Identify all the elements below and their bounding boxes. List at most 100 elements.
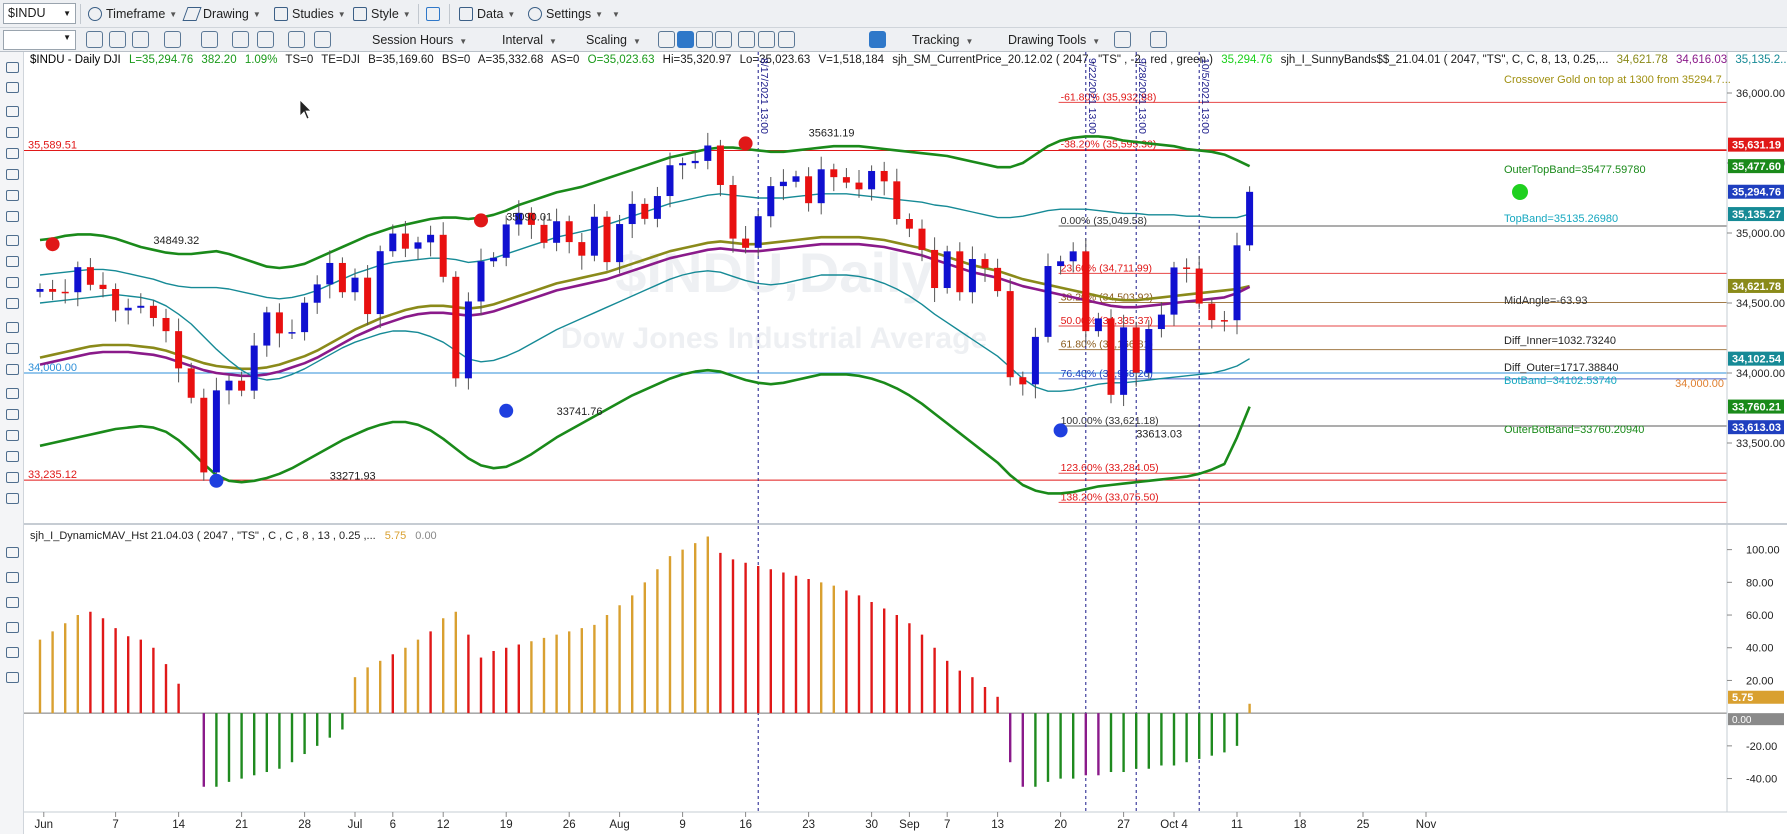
zoom-in-icon[interactable] [738, 31, 755, 48]
line-chart-icon[interactable] [696, 31, 713, 48]
style-icon [353, 7, 367, 21]
table-icon[interactable] [132, 31, 149, 48]
snap-icon[interactable] [6, 597, 19, 608]
timeframe-label: Timeframe [106, 7, 166, 21]
ellipse-icon[interactable] [6, 451, 19, 462]
wrench-icon[interactable] [6, 106, 19, 117]
time-lines[interactable]: 8/17/2021 13:00 9/22/2021 13:00 9/28/2021 … [757, 52, 1211, 812]
layout-button[interactable] [426, 4, 444, 24]
horizontal-lines-icon[interactable] [6, 298, 19, 309]
drawing-tools-menu[interactable]: Drawing Tools ▼ [1008, 31, 1100, 49]
candle-body [452, 276, 460, 379]
channel-icon[interactable] [6, 148, 19, 159]
candle-body [61, 291, 69, 294]
ray-icon[interactable] [6, 169, 19, 180]
clock-icon[interactable] [201, 31, 218, 48]
candle-body [275, 312, 283, 334]
swing-price-label: 33271.93 [330, 470, 376, 482]
settings-icon[interactable] [314, 31, 331, 48]
zoom-out-icon[interactable] [758, 31, 775, 48]
vertical-lines-icon[interactable] [6, 235, 19, 246]
text-label-icon[interactable] [6, 672, 19, 683]
settings-menu[interactable]: Settings ▼ [528, 4, 603, 24]
delete-drawing-icon[interactable] [6, 572, 19, 583]
rectangle-icon[interactable] [6, 472, 19, 483]
signal-dot-blue [1053, 423, 1068, 438]
symbol-input[interactable]: $INDU ▼ [3, 3, 76, 24]
grid-tool-icon[interactable] [6, 277, 19, 288]
toolbar-divider [418, 4, 419, 24]
candle-body [1006, 291, 1014, 378]
time-line-label: 8/17/2021 13:00 [758, 58, 770, 134]
fit-icon[interactable] [778, 31, 795, 48]
studies-menu[interactable]: Studies ▼ [274, 4, 346, 24]
spiral-icon[interactable] [6, 343, 19, 354]
arc-icon[interactable] [6, 388, 19, 399]
net-change: 382.20 [201, 54, 237, 66]
arrow-up-icon[interactable] [6, 430, 19, 441]
swing-price-label: 33741.76 [557, 406, 603, 418]
area-chart-icon[interactable] [715, 31, 732, 48]
trendline-icon[interactable] [1114, 31, 1131, 48]
date-axis[interactable]: Jun 7 14 21 28 Jul 6 12 19 26 Aug 9 16 23 30 Sep 7 13 20 27… [35, 812, 1437, 831]
bar-chart-icon[interactable] [658, 31, 675, 48]
bid-value: B=35,169.60 [368, 54, 434, 66]
speed-lines-icon[interactable] [6, 364, 19, 375]
scaling-menu[interactable]: Scaling ▼ [586, 31, 641, 49]
date-tick-label: 26 [563, 819, 576, 831]
fib-level-label: 76.40% (33,958.26) [1061, 368, 1153, 380]
style-menu[interactable]: Style ▼ [353, 4, 411, 24]
date-tick-label: 25 [1357, 819, 1370, 831]
top-band-label: TopBand=35135.26980 [1504, 213, 1618, 225]
price-axis[interactable]: 36,000.0035,500.0035,000.0034,500.0034,0… [1727, 88, 1785, 450]
price-tag [1728, 159, 1784, 174]
properties-icon[interactable] [288, 31, 305, 48]
candle-body [527, 212, 535, 225]
candlestick-icon[interactable] [677, 31, 694, 48]
date-tick-label: 6 [390, 819, 396, 831]
toolbar-extra-icon[interactable] [1150, 31, 1167, 48]
new-chart-icon[interactable] [86, 31, 103, 48]
clock-icon [88, 7, 102, 21]
cursor-icon[interactable] [6, 62, 19, 73]
sub-tick-label: 60.00 [1746, 610, 1774, 622]
drawing-menu[interactable]: Drawing ▼ [182, 4, 261, 24]
brush-icon[interactable] [6, 622, 19, 633]
eraser-icon[interactable] [6, 547, 19, 558]
timeframe-menu[interactable]: Timeframe ▼ [88, 4, 177, 24]
interval-menu[interactable]: Interval ▼ [502, 31, 557, 49]
session-hours-menu[interactable]: Session Hours ▼ [372, 31, 467, 49]
toolbar-overflow-button[interactable]: ▼ [608, 4, 620, 24]
pointer-icon[interactable] [6, 647, 19, 658]
outer-bot-band-line [39, 368, 1251, 495]
crosshair-icon[interactable] [6, 82, 19, 93]
subpanel-value-2: 0.00 [415, 530, 437, 542]
horizontal-level-label: 33,235.12 [28, 469, 77, 481]
candle-body [212, 390, 220, 473]
chevron-down-icon: ▼ [63, 33, 71, 42]
interval-label: Interval [502, 33, 543, 47]
te-value: TE=DJI [321, 54, 360, 66]
refresh-icon[interactable] [109, 31, 126, 48]
chart-selector-dropdown[interactable]: ▼ [3, 30, 76, 50]
price-chart[interactable]: $INDU,Daily Dow Jones Industrial Average… [24, 52, 1787, 834]
indicator-icon[interactable] [257, 31, 274, 48]
candle-body [805, 176, 813, 204]
link-icon[interactable] [232, 31, 249, 48]
pen-icon[interactable] [6, 211, 19, 222]
gann-icon[interactable] [6, 322, 19, 333]
text-tool-icon[interactable] [6, 493, 19, 504]
subpanel-axis[interactable]: 100.00 80.00 60.00 40.00 20.00 -20.00 -40.00 5.… [1727, 545, 1784, 786]
arrow-down-icon[interactable] [6, 409, 19, 420]
magnifier-icon[interactable] [164, 31, 181, 48]
candle-body [981, 259, 989, 268]
data-menu[interactable]: Data ▼ [459, 4, 515, 24]
candle-body [868, 170, 876, 190]
tracking-menu[interactable]: Tracking ▼ [912, 31, 973, 49]
fib-level-label: 61.80% (34,166.81) [1061, 339, 1153, 351]
angle-icon[interactable] [6, 190, 19, 201]
trendline-icon[interactable] [6, 127, 19, 138]
fib-icon[interactable] [6, 256, 19, 267]
candle-body [704, 145, 712, 161]
grid-icon[interactable] [869, 31, 886, 48]
